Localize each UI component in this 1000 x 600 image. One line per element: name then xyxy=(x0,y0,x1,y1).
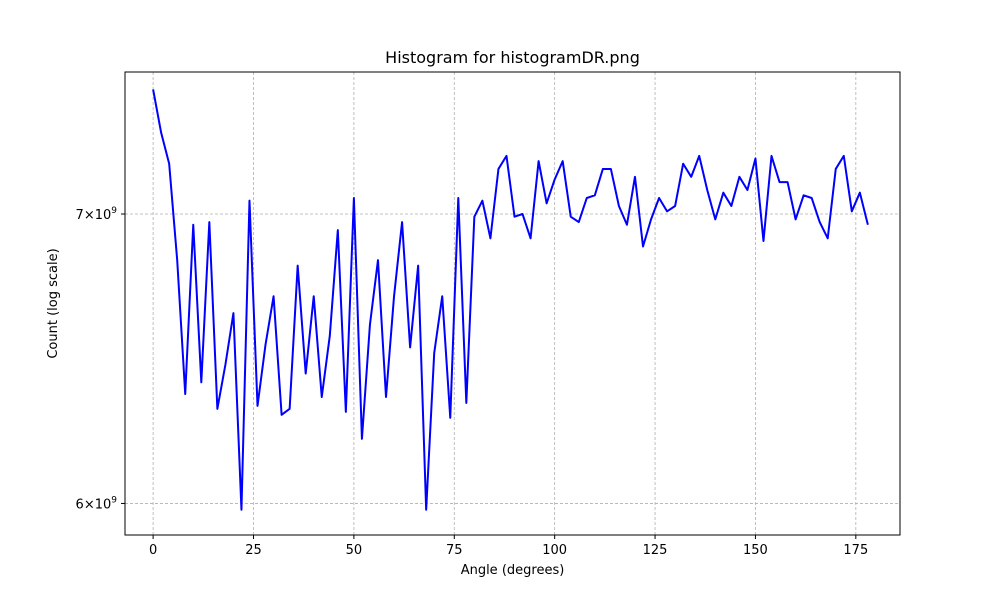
y-tick-mantissa: 7 xyxy=(76,208,84,223)
plot-frame xyxy=(124,71,901,536)
y-tick-label: 6×109 xyxy=(76,495,118,512)
y-tick-label: 7×109 xyxy=(76,206,118,223)
y-axis-label: Count (log scale) xyxy=(46,248,61,358)
grid xyxy=(125,72,900,535)
chart-title: Histogram for histogramDR.png xyxy=(385,48,640,67)
series-line-0 xyxy=(152,89,869,511)
y-tick-base: 10 xyxy=(95,208,112,223)
x-tick-label: 25 xyxy=(245,543,262,558)
y-tick-exponent: 9 xyxy=(111,206,117,216)
x-tick-label: 100 xyxy=(542,543,567,558)
x-tick-label: 0 xyxy=(149,543,157,558)
x-tick-label: 175 xyxy=(843,543,868,558)
y-tick-mantissa: 6 xyxy=(76,497,84,512)
x-tick-label: 75 xyxy=(446,543,463,558)
y-tick-base: 10 xyxy=(95,497,112,512)
ticks: 0 25 50 75 100 125 150 175 6×109 7×109 xyxy=(76,206,869,558)
x-tick-label: 150 xyxy=(743,543,768,558)
x-tick-label: 125 xyxy=(643,543,668,558)
y-tick-exponent: 9 xyxy=(111,495,117,505)
series-layer xyxy=(152,89,869,511)
x-tick-label: 50 xyxy=(346,543,363,558)
x-axis-label: Angle (degrees) xyxy=(461,563,565,578)
